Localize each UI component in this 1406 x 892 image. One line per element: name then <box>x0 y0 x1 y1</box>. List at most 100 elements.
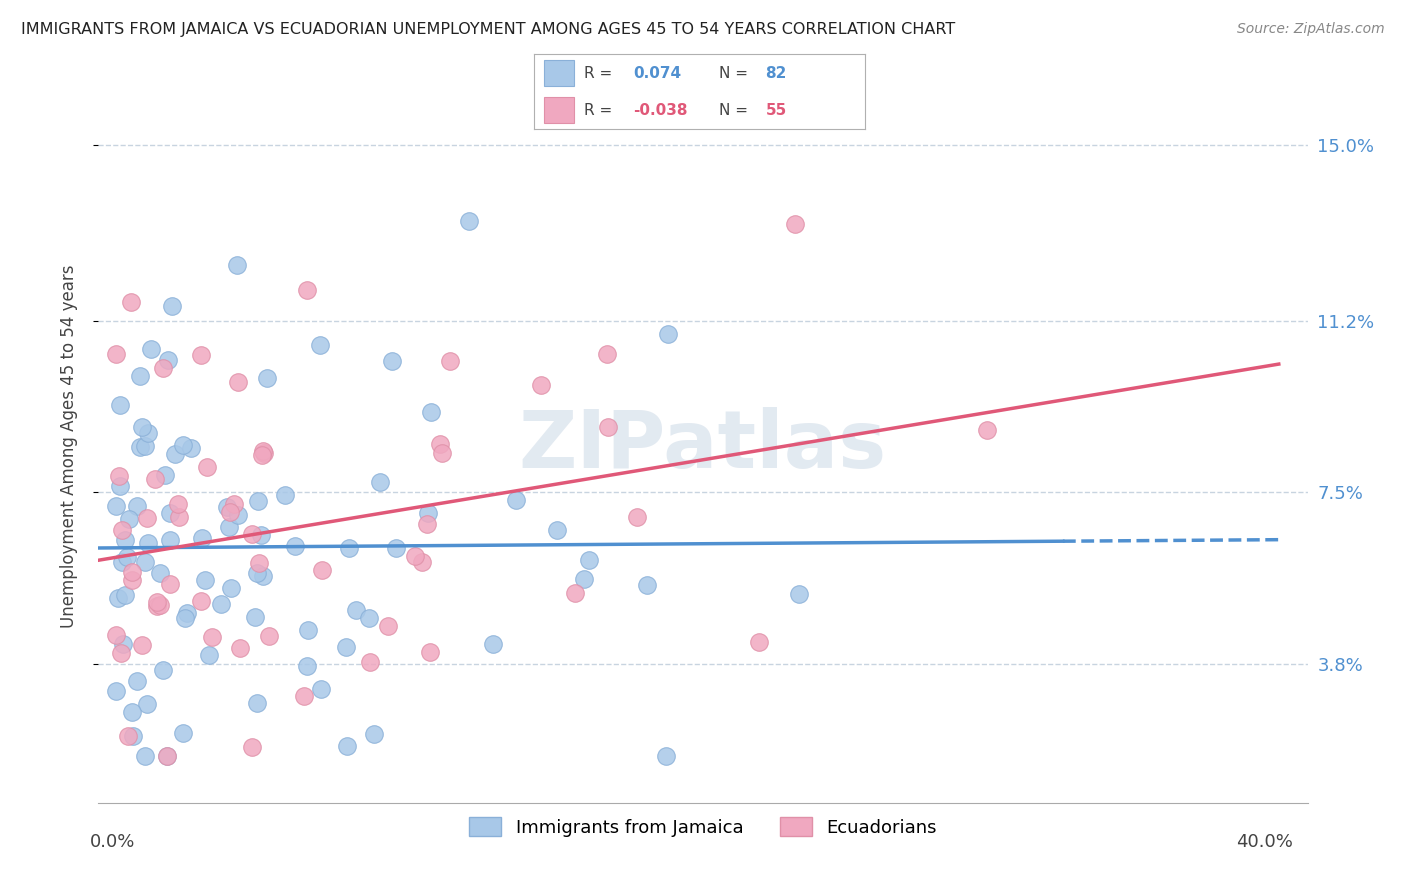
Text: R =: R = <box>583 66 612 81</box>
Point <box>295 283 318 297</box>
Point <box>134 555 156 569</box>
Point <box>156 749 179 764</box>
Point <box>222 497 245 511</box>
Point <box>247 557 270 571</box>
Point <box>747 635 769 649</box>
Point <box>107 468 129 483</box>
Point <box>785 217 807 231</box>
Point <box>131 639 153 653</box>
Point <box>295 658 318 673</box>
Point <box>128 369 150 384</box>
Point <box>976 423 998 437</box>
Point <box>218 519 240 533</box>
Point <box>209 597 232 611</box>
Point <box>105 500 128 514</box>
Point <box>381 354 404 368</box>
Point <box>122 729 145 743</box>
Point <box>419 645 441 659</box>
Point <box>416 516 439 531</box>
Point <box>134 749 156 764</box>
Point <box>156 749 179 764</box>
Point <box>297 623 319 637</box>
Point <box>114 533 136 547</box>
Point <box>131 419 153 434</box>
Point <box>198 648 221 662</box>
Point <box>344 603 367 617</box>
Point <box>112 637 135 651</box>
Point <box>136 697 159 711</box>
Point <box>146 594 169 608</box>
Point <box>252 569 274 583</box>
Point <box>219 581 242 595</box>
Point <box>176 606 198 620</box>
Point <box>110 479 132 493</box>
Point <box>149 598 172 612</box>
Point <box>636 578 658 592</box>
Point <box>337 541 360 556</box>
Point <box>125 673 148 688</box>
Point <box>359 655 381 669</box>
Bar <box>544 97 574 123</box>
Point <box>108 398 131 412</box>
Point <box>172 725 194 739</box>
Point <box>370 475 392 490</box>
Point <box>195 460 218 475</box>
Point <box>174 611 197 625</box>
Point <box>335 640 357 654</box>
Point <box>250 448 273 462</box>
Point <box>546 523 568 537</box>
Point <box>411 555 433 569</box>
Point <box>104 684 127 698</box>
Point <box>439 354 461 368</box>
Point <box>120 294 142 309</box>
Text: 0.074: 0.074 <box>633 66 682 81</box>
Point <box>787 587 810 601</box>
Point <box>121 574 143 588</box>
Point <box>311 682 333 697</box>
Point <box>626 509 648 524</box>
Point <box>190 348 212 362</box>
Point <box>159 533 181 547</box>
Point <box>194 574 217 588</box>
Point <box>336 739 359 753</box>
Point <box>152 663 174 677</box>
Text: 40.0%: 40.0% <box>1236 833 1294 851</box>
Text: 55: 55 <box>765 103 787 118</box>
Point <box>250 528 273 542</box>
Point <box>180 441 202 455</box>
Y-axis label: Unemployment Among Ages 45 to 54 years: Unemployment Among Ages 45 to 54 years <box>59 264 77 628</box>
Point <box>136 511 159 525</box>
Point <box>253 445 276 459</box>
Point <box>377 618 399 632</box>
Point <box>246 697 269 711</box>
Text: 82: 82 <box>765 66 787 81</box>
Point <box>226 508 249 523</box>
Point <box>217 500 239 514</box>
Text: IMMIGRANTS FROM JAMAICA VS ECUADORIAN UNEMPLOYMENT AMONG AGES 45 TO 54 YEARS COR: IMMIGRANTS FROM JAMAICA VS ECUADORIAN UN… <box>21 22 955 37</box>
Point <box>311 563 333 577</box>
Point <box>219 505 242 519</box>
Legend: Immigrants from Jamaica, Ecuadorians: Immigrants from Jamaica, Ecuadorians <box>461 810 945 844</box>
Point <box>153 468 176 483</box>
Point <box>111 555 134 569</box>
Text: N =: N = <box>720 103 748 118</box>
Point <box>104 627 127 641</box>
Point <box>246 566 269 581</box>
Point <box>152 361 174 376</box>
Point <box>136 426 159 441</box>
Point <box>121 706 143 720</box>
Point <box>284 539 307 553</box>
Point <box>167 510 190 524</box>
Point <box>104 346 127 360</box>
Point <box>572 572 595 586</box>
Point <box>118 512 141 526</box>
Point <box>128 440 150 454</box>
Point <box>114 588 136 602</box>
Point <box>578 553 600 567</box>
Point <box>655 749 678 764</box>
Point <box>229 641 252 656</box>
Point <box>111 523 134 537</box>
Point <box>190 593 212 607</box>
Point <box>596 420 619 434</box>
Point <box>107 591 129 605</box>
